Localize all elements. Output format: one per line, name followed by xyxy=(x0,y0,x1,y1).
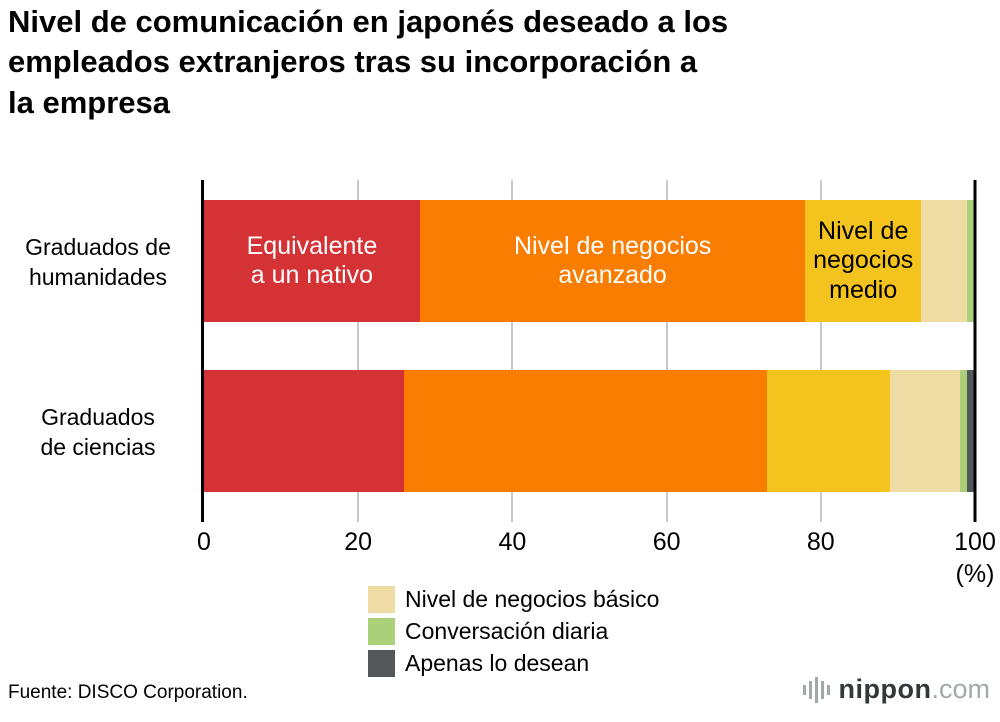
gridline xyxy=(511,180,514,522)
legend-item: Apenas lo desean xyxy=(368,650,659,677)
axis-end-line xyxy=(973,180,977,522)
bar-segment xyxy=(967,370,975,492)
bar-segment xyxy=(967,200,975,322)
category-label-sciences: Graduados de ciencias xyxy=(40,404,156,461)
legend-label: Conversación diaria xyxy=(405,618,609,644)
legend-label: Nivel de negocios básico xyxy=(405,586,660,612)
gridline xyxy=(357,180,360,522)
x-tick-label: 100 xyxy=(954,528,996,556)
legend: Nivel de negocios básico Conversación dia… xyxy=(368,586,659,682)
legend-swatch xyxy=(368,586,395,613)
bar-segment-label: Equivalente a un nativo xyxy=(246,231,378,290)
bar-segment: Nivel de negocios avanzado xyxy=(419,200,806,322)
legend-label: Apenas lo desean xyxy=(405,650,590,676)
nippon-logo-suffix: .com xyxy=(931,674,990,704)
nippon-logo-icon xyxy=(801,675,831,705)
legend-item: Nivel de negocios básico xyxy=(368,586,659,613)
x-tick-label: 20 xyxy=(344,528,373,556)
bar-segment xyxy=(404,370,767,492)
legend-item: Conversación diaria xyxy=(368,618,659,645)
x-tick-label: 60 xyxy=(652,528,681,556)
bar-segment xyxy=(766,370,891,492)
bar-segment xyxy=(959,370,968,492)
gridline xyxy=(819,180,822,522)
bar-segment xyxy=(204,370,405,492)
gridline xyxy=(665,180,668,522)
bar-segment-label: Nivel de negocios medio xyxy=(813,216,914,304)
x-axis: 0 20 40 60 80 100 xyxy=(197,528,996,560)
x-tick-label: 40 xyxy=(498,528,527,556)
bar-segment-label: Nivel de negocios avanzado xyxy=(513,231,712,290)
category-label-humanities: Graduados de humanidades xyxy=(25,234,171,291)
source-note: Fuente: DISCO Corporation. xyxy=(8,682,248,703)
plot-area: Equivalente a un nativo Nivel de negocios… xyxy=(201,180,977,522)
x-axis-unit: (%) xyxy=(955,560,995,588)
bar-segment: Nivel de negocios medio xyxy=(805,200,922,322)
bar-row-1 xyxy=(204,370,975,492)
legend-swatch xyxy=(368,618,395,645)
legend-swatch xyxy=(368,650,395,677)
nippon-logo: nippon .com xyxy=(801,674,990,705)
chart-title: Nivel de comunicación en japonés deseado… xyxy=(8,4,729,120)
stacked-bar-chart: Graduados de humanidades Graduados de ci… xyxy=(0,180,1000,588)
bar-row-0: Equivalente a un nativo Nivel de negocios… xyxy=(204,200,975,322)
x-tick-label: 0 xyxy=(197,528,211,556)
bar-segment: Equivalente a un nativo xyxy=(204,200,420,322)
bar-segment xyxy=(921,200,968,322)
x-tick-label: 80 xyxy=(806,528,835,556)
nippon-logo-text: nippon xyxy=(838,674,932,704)
bar-segment xyxy=(890,370,960,492)
